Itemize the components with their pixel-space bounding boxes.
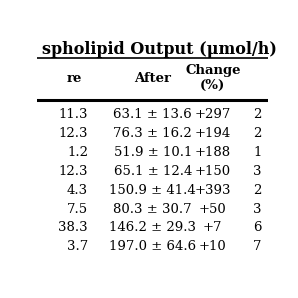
Text: 4.3: 4.3 bbox=[67, 184, 88, 197]
Text: 3: 3 bbox=[253, 165, 262, 178]
Text: Change
(%): Change (%) bbox=[185, 64, 240, 92]
Text: +10: +10 bbox=[199, 240, 227, 253]
Text: 12.3: 12.3 bbox=[59, 127, 88, 140]
Text: After: After bbox=[134, 72, 171, 85]
Text: +188: +188 bbox=[195, 146, 231, 159]
Text: +7: +7 bbox=[203, 221, 223, 234]
Text: +194: +194 bbox=[195, 127, 231, 140]
Text: 51.9 ± 10.1: 51.9 ± 10.1 bbox=[114, 146, 192, 159]
Text: +50: +50 bbox=[199, 203, 227, 215]
Text: +393: +393 bbox=[195, 184, 231, 197]
Text: 146.2 ± 29.3: 146.2 ± 29.3 bbox=[109, 221, 196, 234]
Text: 2: 2 bbox=[253, 184, 262, 197]
Text: +150: +150 bbox=[195, 165, 231, 178]
Text: 3.7: 3.7 bbox=[67, 240, 88, 253]
Text: 7.5: 7.5 bbox=[67, 203, 88, 215]
Text: 7: 7 bbox=[253, 240, 262, 253]
Text: 38.3: 38.3 bbox=[58, 221, 88, 234]
Text: spholipid Output (μmol/h): spholipid Output (μmol/h) bbox=[42, 41, 277, 58]
Text: re: re bbox=[66, 72, 82, 85]
Text: 80.3 ± 30.7: 80.3 ± 30.7 bbox=[114, 203, 192, 215]
Text: 65.1 ± 12.4: 65.1 ± 12.4 bbox=[114, 165, 192, 178]
Text: 2: 2 bbox=[253, 108, 262, 121]
Text: 3: 3 bbox=[253, 203, 262, 215]
Text: 6: 6 bbox=[253, 221, 262, 234]
Text: 76.3 ± 16.2: 76.3 ± 16.2 bbox=[113, 127, 192, 140]
Text: 2: 2 bbox=[253, 127, 262, 140]
Text: 11.3: 11.3 bbox=[59, 108, 88, 121]
Text: 1.2: 1.2 bbox=[67, 146, 88, 159]
Text: 12.3: 12.3 bbox=[59, 165, 88, 178]
Text: +297: +297 bbox=[195, 108, 231, 121]
Text: 197.0 ± 64.6: 197.0 ± 64.6 bbox=[109, 240, 196, 253]
Text: 150.9 ± 41.4: 150.9 ± 41.4 bbox=[109, 184, 196, 197]
Text: 63.1 ± 13.6: 63.1 ± 13.6 bbox=[113, 108, 192, 121]
Text: 1: 1 bbox=[253, 146, 262, 159]
